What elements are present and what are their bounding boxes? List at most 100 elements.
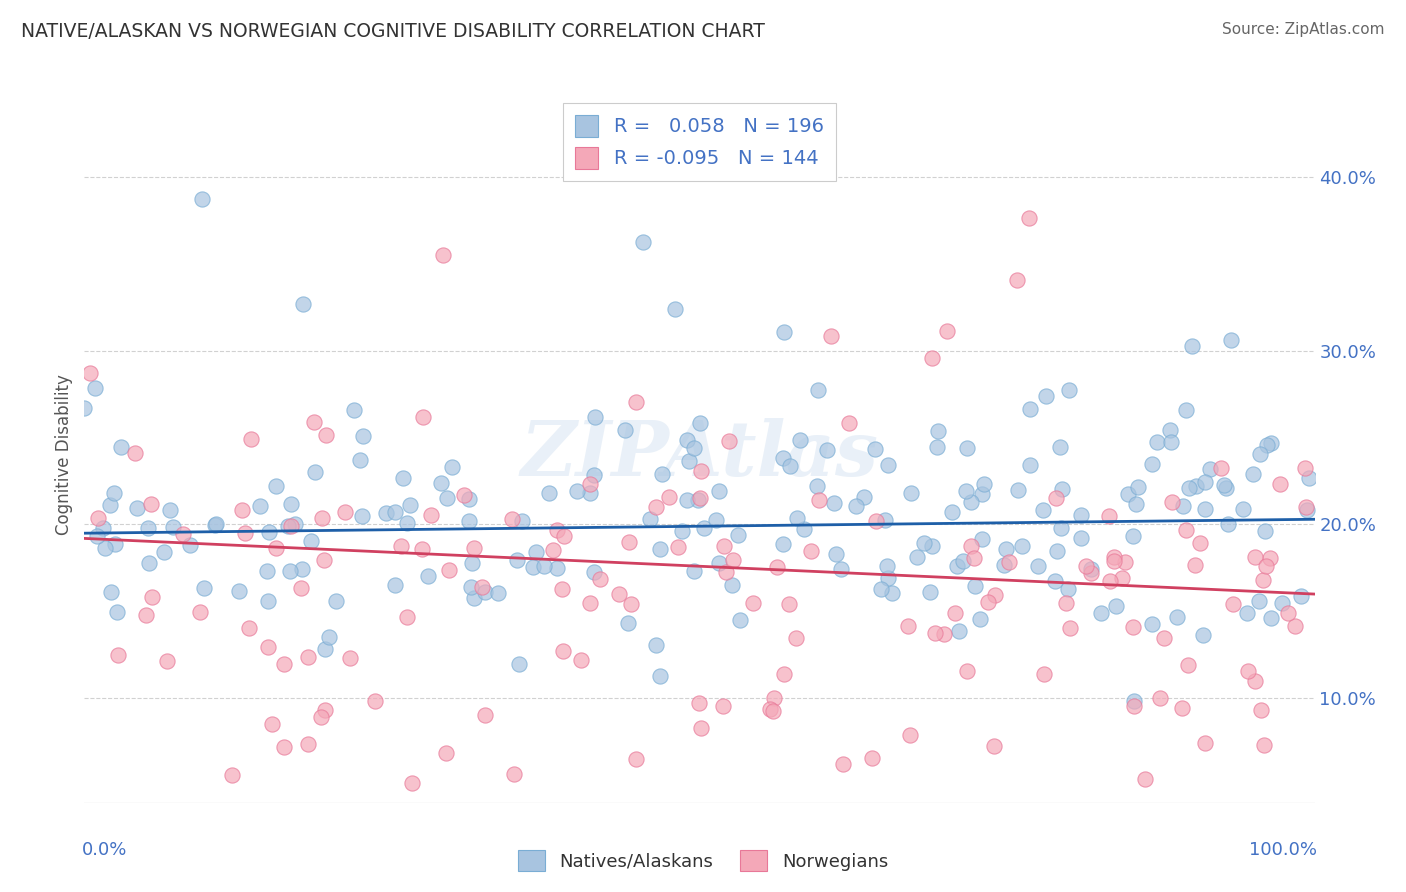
Point [935, 325, 957, 339]
Point [579, 476, 602, 491]
Point [721, 553, 744, 567]
Point [1153, 631, 1175, 645]
Point [1159, 423, 1181, 437]
Point [863, 442, 886, 456]
Point [312, 553, 335, 567]
Point [314, 703, 336, 717]
Point [311, 511, 333, 525]
Point [1111, 572, 1133, 586]
Point [1177, 657, 1199, 672]
Point [1160, 434, 1182, 449]
Point [807, 492, 830, 507]
Point [453, 488, 475, 502]
Point [436, 491, 458, 506]
Point [1018, 211, 1040, 226]
Point [553, 529, 575, 543]
Point [1171, 500, 1194, 514]
Point [1122, 620, 1144, 634]
Point [1045, 491, 1067, 505]
Point [786, 510, 808, 524]
Point [416, 568, 439, 582]
Point [474, 584, 496, 599]
Point [845, 499, 868, 513]
Point [398, 498, 420, 512]
Point [823, 496, 845, 510]
Point [1184, 558, 1206, 573]
Point [315, 428, 337, 442]
Point [1140, 616, 1163, 631]
Point [458, 491, 481, 506]
Point [1194, 501, 1216, 516]
Point [1188, 536, 1211, 550]
Point [955, 484, 977, 499]
Point [1122, 529, 1144, 543]
Point [956, 664, 979, 678]
Point [877, 571, 900, 585]
Point [506, 552, 529, 566]
Point [920, 584, 942, 599]
Point [434, 746, 457, 760]
Point [1249, 446, 1271, 460]
Point [707, 484, 730, 499]
Point [825, 547, 848, 561]
Point [626, 395, 648, 409]
Point [1277, 606, 1299, 620]
Point [79, 366, 101, 380]
Point [1191, 627, 1213, 641]
Point [461, 556, 484, 570]
Point [830, 562, 852, 576]
Point [125, 501, 148, 516]
Point [658, 490, 681, 504]
Point [249, 500, 271, 514]
Point [188, 605, 211, 619]
Point [1185, 479, 1208, 493]
Point [970, 487, 993, 501]
Point [1298, 471, 1320, 485]
Point [284, 517, 307, 532]
Point [689, 464, 711, 478]
Point [156, 653, 179, 667]
Point [100, 585, 122, 599]
Point [689, 721, 711, 735]
Point [1050, 521, 1073, 535]
Point [1059, 622, 1081, 636]
Point [205, 516, 228, 531]
Point [614, 423, 637, 437]
Point [717, 434, 740, 449]
Point [486, 586, 509, 600]
Point [233, 525, 256, 540]
Point [1244, 673, 1267, 688]
Point [1250, 703, 1272, 717]
Point [551, 582, 574, 597]
Point [976, 595, 998, 609]
Point [204, 517, 226, 532]
Point [789, 434, 811, 448]
Point [1174, 403, 1197, 417]
Point [257, 593, 280, 607]
Point [620, 597, 643, 611]
Point [290, 581, 312, 595]
Point [1260, 611, 1282, 625]
Point [471, 580, 494, 594]
Point [110, 440, 132, 454]
Point [873, 513, 896, 527]
Point [343, 403, 366, 417]
Point [280, 519, 302, 533]
Point [1236, 664, 1258, 678]
Point [291, 561, 314, 575]
Point [124, 446, 146, 460]
Point [877, 458, 900, 473]
Point [1254, 558, 1277, 573]
Point [924, 626, 946, 640]
Point [960, 539, 983, 553]
Point [172, 527, 194, 541]
Point [352, 429, 374, 443]
Point [1054, 596, 1077, 610]
Point [1181, 339, 1204, 353]
Point [1211, 461, 1233, 475]
Point [138, 556, 160, 570]
Point [91, 521, 114, 535]
Point [1125, 497, 1147, 511]
Legend: R =   0.058   N = 196, R = -0.095   N = 144: R = 0.058 N = 196, R = -0.095 N = 144 [564, 103, 835, 181]
Point [785, 631, 807, 645]
